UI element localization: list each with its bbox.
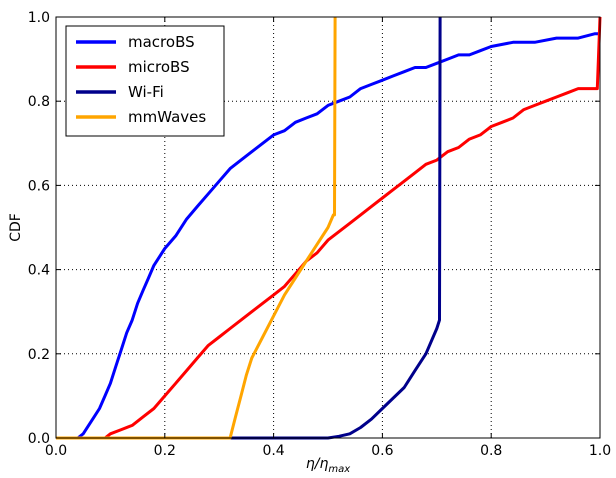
series-line-mmwaves	[56, 16, 337, 440]
x-tick-label: 0.4	[262, 443, 284, 459]
legend-label-microbs: microBS	[128, 58, 190, 76]
legend: macroBS microBS Wi-Fi mmWaves	[65, 25, 225, 137]
y-tick-label: 0.4	[28, 263, 50, 279]
grid	[56, 17, 600, 438]
y-tick-label: 1.0	[28, 10, 50, 26]
series-line-macrobs	[56, 32, 600, 440]
x-axis-label-main: η/η	[306, 456, 329, 472]
axis-ticks: 0.0 0.2 0.4 0.6 0.8 1.0 0.0 0.2 0.4 0.6 0.8 1.0	[28, 10, 611, 459]
x-tick-label: 0.0	[45, 443, 67, 459]
legend-label-macrobs: macroBS	[128, 33, 195, 51]
series-line-microbs	[56, 16, 602, 440]
y-tick-label: 0.2	[28, 347, 50, 363]
y-axis-label: CDF	[8, 213, 24, 242]
x-tick-label: 0.6	[371, 443, 393, 459]
x-tick-label: 0.8	[480, 443, 502, 459]
legend-label-wi-fi: Wi-Fi	[128, 83, 164, 101]
legend-label-mmwaves: mmWaves	[128, 108, 206, 126]
series-lines	[56, 16, 602, 440]
x-tick-label: 1.0	[589, 443, 611, 459]
y-tick-label: 0.8	[28, 94, 50, 110]
x-axis-label: η/ηmax	[306, 456, 350, 475]
x-tick-label: 0.2	[154, 443, 176, 459]
y-tick-label: 0.6	[28, 178, 50, 194]
series-line-wi-fi	[56, 16, 442, 440]
y-tick-label: 0.0	[28, 431, 50, 447]
x-axis-label-sub: max	[328, 464, 350, 475]
plot-area-frame	[55, 16, 601, 439]
